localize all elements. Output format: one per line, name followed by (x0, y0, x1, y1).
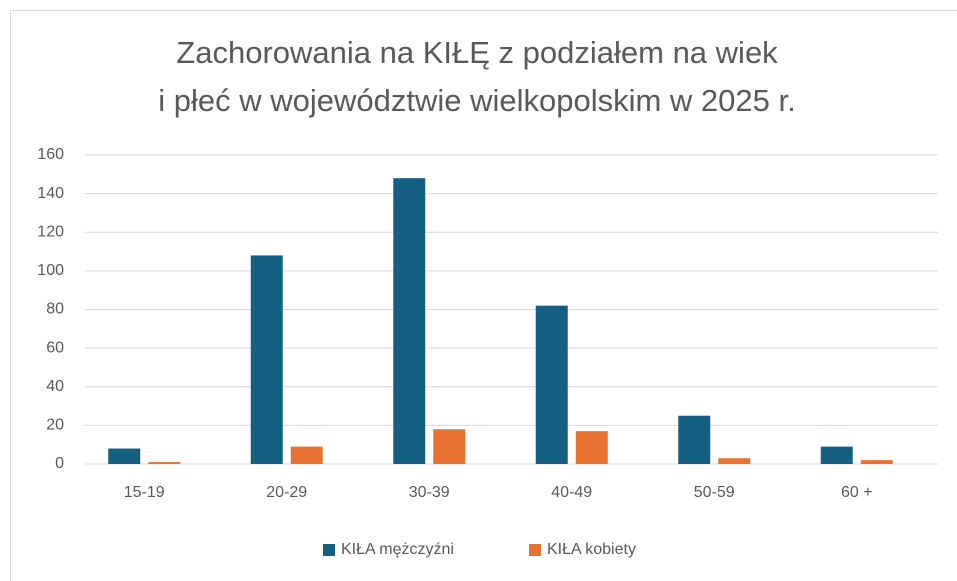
bar (148, 462, 181, 464)
bar (433, 429, 466, 464)
bar (860, 460, 893, 464)
bar (678, 415, 711, 464)
legend-swatch (323, 544, 335, 556)
legend-label: KIŁA kobiety (547, 541, 636, 558)
y-tick-label: 140 (37, 185, 64, 202)
chart-border (10, 10, 957, 581)
y-tick-label: 40 (46, 378, 64, 395)
x-tick-label: 40-49 (551, 484, 592, 501)
bar (393, 178, 426, 465)
y-tick-label: 0 (55, 455, 64, 472)
y-tick-label: 120 (37, 223, 64, 240)
x-tick-label: 20-29 (266, 484, 307, 501)
bar (575, 431, 608, 464)
bar (108, 448, 141, 464)
y-tick-label: 20 (46, 417, 64, 434)
y-tick-label: 60 (46, 339, 64, 356)
x-tick-label: 30-39 (409, 484, 450, 501)
y-tick-label: 160 (37, 146, 64, 163)
x-tick-label: 15-19 (124, 484, 165, 501)
x-tick-label: 60 + (841, 484, 873, 501)
bar (250, 255, 283, 464)
chart-title: Zachorowania na KIŁĘ z podziałem na wiek (176, 35, 778, 70)
legend-label: KIŁA mężczyźni (341, 541, 454, 558)
bar (535, 305, 568, 464)
legend-swatch (529, 544, 541, 556)
x-tick-label: 50-59 (694, 484, 735, 501)
chart-title: i płeć w województwie wielkopolskim w 20… (158, 83, 795, 118)
bar (820, 446, 853, 464)
bar (718, 458, 751, 464)
y-tick-label: 100 (37, 262, 64, 279)
y-tick-label: 80 (46, 301, 64, 318)
bar (290, 446, 323, 464)
